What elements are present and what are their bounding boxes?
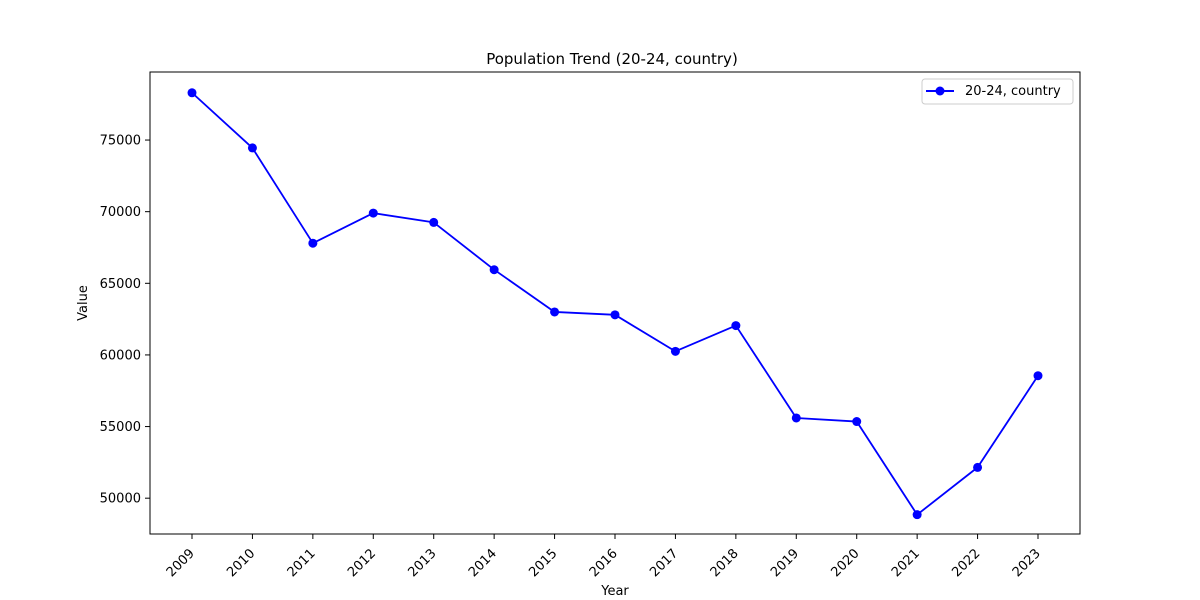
x-tick-label: 2013	[406, 546, 440, 580]
x-tick-label: 2009	[164, 546, 198, 580]
y-axis-label: Value	[76, 285, 91, 321]
y-tick-label: 60000	[100, 348, 141, 363]
x-tick-label: 2018	[708, 546, 742, 580]
data-point	[429, 217, 439, 227]
y-tick-label: 55000	[100, 420, 141, 435]
data-point	[852, 417, 862, 427]
legend: 20-24, country	[921, 78, 1074, 105]
legend-box	[921, 78, 1074, 105]
x-axis: 2009 2010 2011 2012 2013 2014 2015 2016 2017 2018…	[164, 534, 1044, 580]
data-point	[187, 88, 197, 98]
data-point	[247, 143, 257, 153]
x-tick-label: 2015	[526, 546, 560, 580]
data-point	[308, 238, 318, 248]
x-tick-label: 2019	[768, 546, 802, 580]
data-point	[610, 310, 620, 320]
y-tick-label: 70000	[100, 205, 141, 220]
x-axis-label: Year	[600, 584, 629, 599]
data-point	[973, 462, 983, 472]
plot-area	[149, 71, 1081, 535]
legend-label: 20-24, country	[965, 84, 1061, 99]
data-point	[489, 265, 499, 275]
legend-marker-icon	[935, 86, 945, 96]
data-point	[791, 413, 801, 423]
data-point	[912, 510, 922, 520]
x-tick-label: 2012	[345, 546, 379, 580]
x-tick-label: 2023	[1010, 546, 1044, 580]
data-point	[670, 346, 680, 356]
y-tick-label: 50000	[100, 492, 141, 507]
x-tick-label: 2021	[889, 546, 923, 580]
x-tick-label: 2016	[587, 546, 621, 580]
data-point	[1033, 371, 1043, 381]
x-tick-label: 2014	[466, 546, 500, 580]
series-line	[191, 92, 1039, 516]
data-point	[550, 307, 560, 317]
y-axis: 50000 55000 60000 65000 70000 75000	[100, 134, 150, 507]
data-point	[731, 321, 741, 331]
x-tick-label: 2011	[285, 546, 319, 580]
series-layer	[187, 88, 1043, 520]
y-tick-label: 75000	[100, 134, 141, 149]
chart-title: Population Trend (20-24, country)	[486, 50, 738, 68]
y-tick-label: 65000	[100, 277, 141, 292]
x-tick-label: 2017	[647, 546, 681, 580]
x-tick-label: 2022	[949, 546, 983, 580]
data-point	[368, 208, 378, 218]
x-tick-label: 2020	[829, 546, 863, 580]
x-tick-label: 2010	[224, 546, 258, 580]
